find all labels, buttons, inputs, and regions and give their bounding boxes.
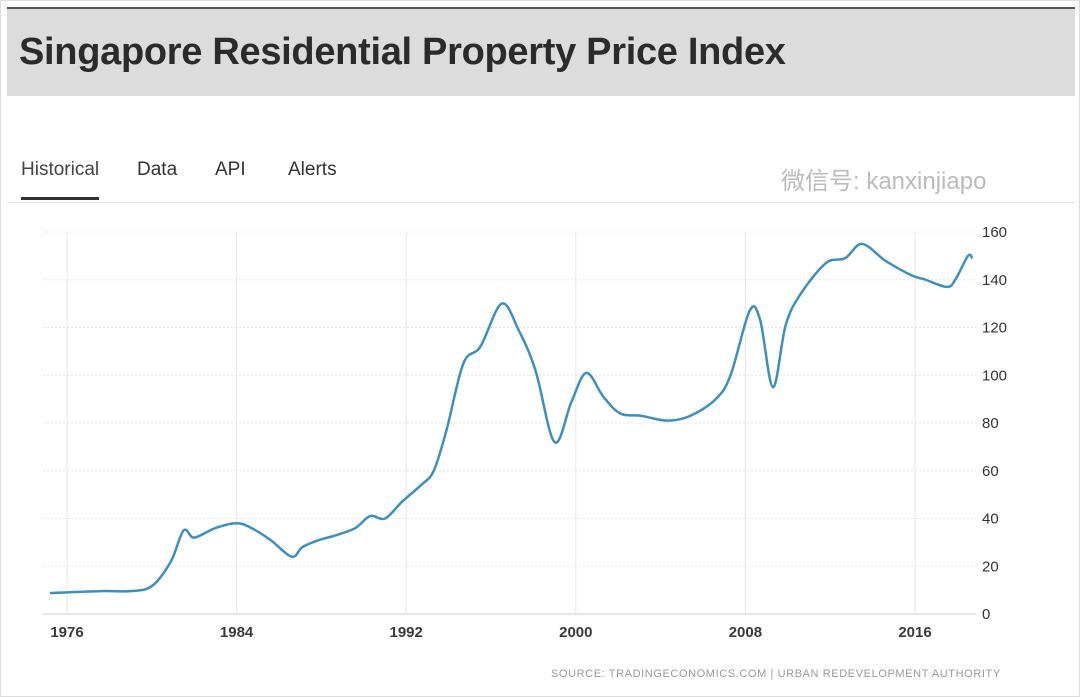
x-tick-label: 1976 [50,624,83,641]
y-tick-label: 160 [982,224,1007,241]
title-bar: Singapore Residential Property Price Ind… [7,7,1075,96]
y-tick-label: 120 [982,320,1007,337]
y-tick-label: 40 [982,511,999,528]
y-tick-label: 80 [982,415,999,432]
x-tick-label: 1984 [220,624,254,641]
tab-alerts[interactable]: Alerts [288,159,337,180]
page-title: Singapore Residential Property Price Ind… [19,31,786,73]
x-tick-label: 2008 [729,624,762,641]
source-note: SOURCE: TRADINGECONOMICS.COM | URBAN RED… [551,668,1001,680]
tab-historical[interactable]: Historical [21,159,100,200]
x-tick-label: 2016 [898,624,931,641]
x-tick-label: 1992 [390,624,423,641]
watermark: 微信号: kanxinjiapo [781,168,987,195]
tab-api[interactable]: API [215,159,246,180]
tab-bar: Historical Data API Alerts [7,151,1075,203]
y-tick-label: 100 [982,367,1007,384]
y-tick-label: 0 [982,606,990,623]
y-tick-label: 60 [982,463,999,480]
tab-data[interactable]: Data [137,159,178,180]
y-tick-label: 20 [982,558,999,575]
y-tick-label: 140 [982,272,1007,289]
series-line [49,242,974,595]
x-tick-label: 2000 [559,624,592,641]
